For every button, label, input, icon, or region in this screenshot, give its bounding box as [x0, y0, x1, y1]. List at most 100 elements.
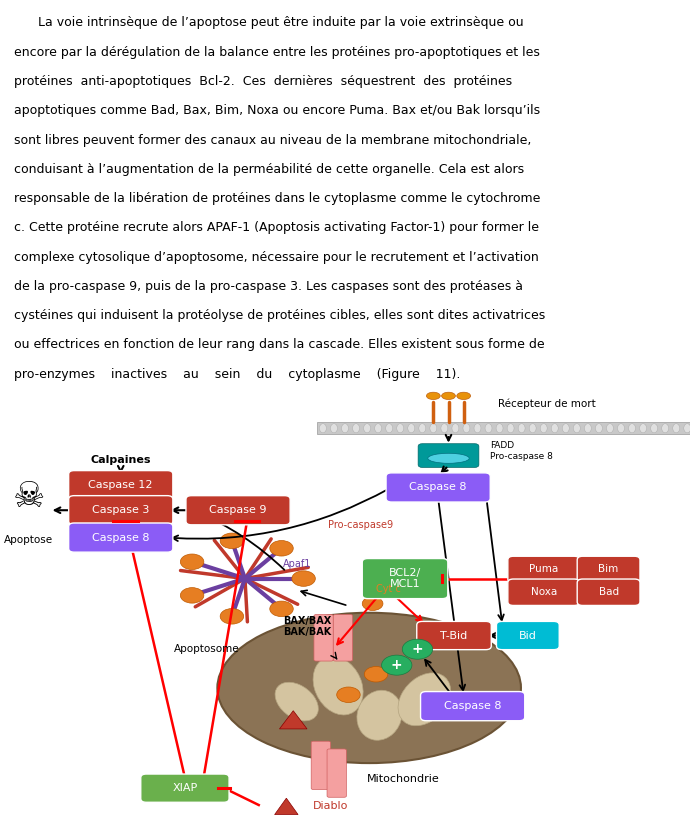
FancyBboxPatch shape	[417, 621, 491, 650]
Circle shape	[270, 601, 293, 617]
Circle shape	[292, 571, 315, 586]
Text: Apoptose: Apoptose	[4, 535, 54, 545]
Text: Bid: Bid	[519, 630, 537, 640]
Ellipse shape	[357, 691, 402, 740]
FancyBboxPatch shape	[386, 473, 490, 502]
Text: Mitochondrie: Mitochondrie	[367, 774, 440, 784]
Text: conduisant à l’augmentation de la perméabilité de cette organelle. Cela est alor: conduisant à l’augmentation de la perméa…	[14, 163, 524, 176]
Text: Puma: Puma	[529, 564, 558, 574]
Ellipse shape	[408, 424, 415, 433]
Ellipse shape	[398, 673, 451, 726]
Ellipse shape	[507, 424, 514, 433]
Text: Caspase 3: Caspase 3	[92, 505, 150, 515]
Ellipse shape	[529, 424, 536, 433]
Text: Diablo: Diablo	[313, 802, 348, 812]
Circle shape	[402, 640, 433, 660]
Ellipse shape	[419, 424, 426, 433]
Text: responsable de la libération de protéines dans le cytoplasme comme le cytochrome: responsable de la libération de protéine…	[14, 192, 540, 205]
Ellipse shape	[518, 424, 525, 433]
FancyBboxPatch shape	[141, 774, 229, 803]
Text: +: +	[412, 642, 423, 656]
FancyBboxPatch shape	[333, 614, 353, 661]
Text: Cyt c: Cyt c	[376, 584, 401, 594]
Circle shape	[180, 588, 204, 603]
Ellipse shape	[551, 424, 558, 433]
FancyBboxPatch shape	[578, 579, 640, 605]
Ellipse shape	[375, 424, 382, 433]
Text: BAX/BAX
BAK/BAK: BAX/BAX BAK/BAK	[283, 615, 331, 637]
Text: Apoptosome: Apoptosome	[174, 645, 240, 655]
Ellipse shape	[496, 424, 503, 433]
Ellipse shape	[540, 424, 547, 433]
Text: Récepteur de mort: Récepteur de mort	[498, 399, 596, 410]
Text: de la pro-caspase 9, puis de la pro-caspase 3. Les caspases sont des protéases à: de la pro-caspase 9, puis de la pro-casp…	[14, 280, 523, 293]
FancyBboxPatch shape	[68, 471, 172, 500]
Ellipse shape	[386, 424, 393, 433]
Ellipse shape	[463, 424, 470, 433]
Text: ☠: ☠	[13, 480, 45, 513]
Text: Caspase 12: Caspase 12	[88, 480, 153, 490]
Ellipse shape	[430, 424, 437, 433]
Ellipse shape	[426, 392, 440, 400]
FancyBboxPatch shape	[578, 556, 640, 583]
Ellipse shape	[428, 453, 469, 463]
Ellipse shape	[452, 424, 459, 433]
Ellipse shape	[662, 424, 669, 433]
Text: apoptotiques comme Bad, Bax, Bim, Noxa ou encore Puma. Bax et/ou Bak lorsqu’ils: apoptotiques comme Bad, Bax, Bim, Noxa o…	[14, 104, 540, 117]
Circle shape	[220, 533, 244, 548]
FancyBboxPatch shape	[311, 742, 331, 789]
FancyBboxPatch shape	[418, 444, 479, 467]
Ellipse shape	[673, 424, 680, 433]
Ellipse shape	[618, 424, 624, 433]
Ellipse shape	[441, 424, 448, 433]
Ellipse shape	[607, 424, 613, 433]
Circle shape	[220, 609, 244, 624]
Text: cystéines qui induisent la protéolyse de protéines cibles, elles sont dites acti: cystéines qui induisent la protéolyse de…	[14, 309, 545, 322]
Circle shape	[270, 541, 293, 556]
Text: T-Bid: T-Bid	[440, 630, 468, 640]
Ellipse shape	[595, 424, 602, 433]
Text: Noxa: Noxa	[531, 587, 557, 597]
Text: Caspase 9: Caspase 9	[209, 505, 267, 515]
Ellipse shape	[651, 424, 658, 433]
Text: c. Cette protéine recrute alors APAF-1 (​Apoptosis activating Factor-1​) pour fo: c. Cette protéine recrute alors APAF-1 (…	[14, 222, 539, 234]
FancyBboxPatch shape	[421, 691, 525, 721]
Text: protéines  anti-apoptotiques  Bcl-2.  Ces  dernières  séquestrent  des  protéine: protéines anti-apoptotiques Bcl-2. Ces d…	[14, 75, 512, 88]
Ellipse shape	[629, 424, 635, 433]
Text: Caspase 8: Caspase 8	[92, 533, 150, 543]
Ellipse shape	[584, 424, 591, 433]
Text: FADD
Pro-caspase 8: FADD Pro-caspase 8	[490, 441, 553, 461]
FancyBboxPatch shape	[508, 556, 580, 583]
Text: Caspase 8: Caspase 8	[409, 482, 467, 492]
Text: Caspase 8: Caspase 8	[444, 701, 502, 711]
Text: Pro-caspase9: Pro-caspase9	[328, 521, 393, 531]
Ellipse shape	[442, 392, 455, 400]
Ellipse shape	[331, 424, 337, 433]
Circle shape	[362, 597, 383, 610]
Ellipse shape	[640, 424, 647, 433]
Ellipse shape	[364, 424, 371, 433]
Ellipse shape	[217, 613, 521, 763]
Ellipse shape	[474, 424, 481, 433]
Text: BCL2/
MCL1: BCL2/ MCL1	[389, 568, 421, 589]
Text: pro-enzymes    inactives    au    sein    du    cytoplasme    (Figure    11).: pro-enzymes inactives au sein du cytopla…	[14, 368, 460, 380]
Text: Calpaines: Calpaines	[90, 455, 151, 465]
Text: encore par la dérégulation de la balance entre les protéines pro-apoptotiques et: encore par la dérégulation de la balance…	[14, 46, 540, 59]
Text: Bad: Bad	[598, 587, 619, 597]
Polygon shape	[279, 711, 307, 729]
FancyBboxPatch shape	[508, 579, 580, 605]
FancyBboxPatch shape	[68, 496, 172, 525]
Text: La voie intrinsèque de l’apoptose peut être induite par la voie extrinsèque ou: La voie intrinsèque de l’apoptose peut ê…	[14, 17, 524, 29]
Circle shape	[382, 655, 412, 675]
Ellipse shape	[313, 656, 363, 715]
Circle shape	[337, 687, 360, 702]
Ellipse shape	[353, 424, 359, 433]
FancyBboxPatch shape	[186, 496, 290, 525]
Polygon shape	[275, 798, 298, 814]
Text: Bim: Bim	[598, 564, 619, 574]
Ellipse shape	[342, 424, 348, 433]
FancyBboxPatch shape	[68, 523, 172, 552]
Ellipse shape	[319, 424, 326, 433]
Ellipse shape	[684, 424, 690, 433]
Circle shape	[364, 666, 388, 682]
